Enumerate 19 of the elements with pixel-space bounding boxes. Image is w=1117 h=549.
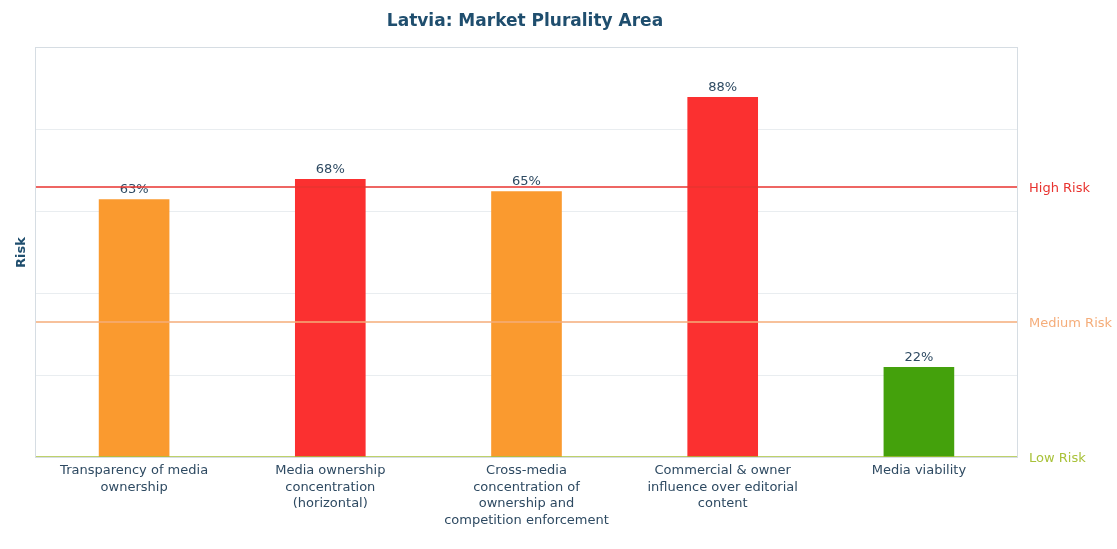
bar (294, 178, 366, 457)
x-tick-label: Media viability (871, 461, 967, 477)
chart-title: Latvia: Market Plurality Area (386, 9, 664, 30)
bar (491, 191, 562, 457)
bar (883, 367, 955, 457)
x-tick-label: Media ownership concentration (horizontal) (275, 461, 386, 511)
ref-line-label: High Risk (1029, 180, 1091, 195)
x-tick-label: Commercial & owner influence over editorial content (647, 461, 798, 511)
y-axis-title: Risk (12, 236, 28, 268)
data-label: 68% (315, 160, 345, 176)
bar (687, 97, 759, 457)
data-label: 65% (512, 173, 541, 189)
bar (98, 199, 170, 457)
ref-line-label: Medium Risk (1029, 315, 1113, 330)
x-tick-label: Transparency of media ownership (59, 461, 209, 494)
data-label: 22% (904, 349, 934, 365)
ref-line-label: Low Risk (1029, 450, 1087, 465)
x-tick-label: Cross-media concentration of ownership and competition enforcement (444, 461, 609, 528)
data-label: 88% (708, 79, 738, 95)
